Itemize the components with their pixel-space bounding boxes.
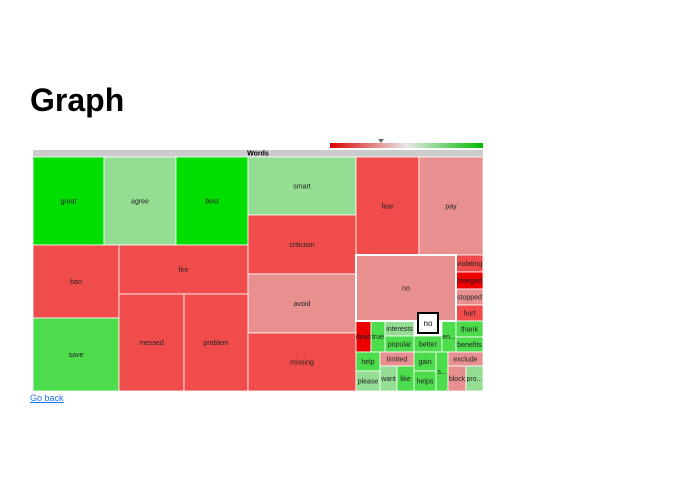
treemap-cell-s[interactable]: s... xyxy=(435,351,449,392)
treemap-cell-label: popular xyxy=(388,342,412,349)
treemap-cell-rect[interactable] xyxy=(465,365,484,392)
treemap-cell-true[interactable]: true xyxy=(370,320,386,353)
treemap-cell-label: want xyxy=(380,376,396,383)
treemap-cell-label: exclude xyxy=(453,357,477,364)
treemap-cell-label: criticism xyxy=(289,242,314,249)
treemap-cell-missing[interactable]: missing xyxy=(247,332,357,392)
treemap-cell-label: pro... xyxy=(467,376,483,383)
treemap-cell-help[interactable]: help xyxy=(355,351,381,372)
go-back-link[interactable]: Go back xyxy=(30,393,64,403)
treemap-cell-ban[interactable]: ban xyxy=(32,244,120,319)
treemap-cell-exclude[interactable]: exclude xyxy=(447,351,484,367)
treemap-cell-rect[interactable] xyxy=(247,273,357,334)
treemap-header[interactable] xyxy=(33,150,483,157)
treemap-cell-hurt[interactable]: hurt xyxy=(455,304,484,322)
treemap-cell-helps[interactable]: helps xyxy=(413,370,437,392)
treemap-cell-label: charged xyxy=(457,278,482,285)
treemap-cell-label: s... xyxy=(437,369,446,376)
treemap-cell-label: agree xyxy=(131,199,149,206)
treemap-cell-label: helps xyxy=(417,379,434,386)
treemap-cell-label: hurt xyxy=(463,311,475,318)
treemap-cell-label: pay xyxy=(445,204,457,211)
treemap-cell-rect[interactable] xyxy=(247,156,357,216)
treemap-cell-please[interactable]: please xyxy=(355,370,381,392)
treemap-cell-dead[interactable]: dead xyxy=(355,320,372,353)
treemap-cell-label: fire xyxy=(179,267,189,274)
color-scale-bar xyxy=(330,143,483,148)
treemap-cell-charged[interactable]: charged xyxy=(455,271,484,290)
treemap-cell-label: limited xyxy=(387,357,407,364)
treemap-cell-rect[interactable] xyxy=(413,370,437,392)
treemap-cell-en[interactable]: en... xyxy=(441,320,457,353)
treemap-cell-thank[interactable]: thank xyxy=(455,320,484,338)
treemap-cell-smart[interactable]: smart xyxy=(247,156,357,216)
treemap-cell-agree[interactable]: agree xyxy=(103,156,177,246)
treemap-cell-label: help xyxy=(361,359,374,366)
treemap-cell-label: ban xyxy=(70,279,82,286)
treemap-cell-label: problem xyxy=(203,340,228,347)
treemap-cell-great[interactable]: great xyxy=(32,156,105,246)
treemap-cell-rect[interactable] xyxy=(32,317,120,392)
treemap-cell-label: violating xyxy=(457,261,483,268)
treemap-cell-limited[interactable]: limited xyxy=(379,351,415,367)
treemap-cell-label: smart xyxy=(293,184,311,191)
treemap-cell-rect[interactable] xyxy=(175,156,249,246)
treemap-cell-label: please xyxy=(358,379,379,386)
treemap-cell-label: dead xyxy=(356,334,372,341)
treemap-cell-label: gain xyxy=(418,359,431,366)
treemap-cell-label: thank xyxy=(461,327,479,334)
treemap-cell-label: interests xyxy=(386,326,413,333)
treemap-cell-popular[interactable]: popular xyxy=(384,335,415,353)
treemap-cell-label: no xyxy=(402,286,410,293)
treemap-cell-label: great xyxy=(61,199,77,206)
color-scale-marker-icon xyxy=(378,139,384,143)
treemap-cell-pro[interactable]: pro... xyxy=(465,365,484,392)
treemap-cell-label: like xyxy=(400,376,411,383)
treemap-cell-rect[interactable] xyxy=(32,156,105,246)
treemap-cell-no[interactable]: no xyxy=(355,254,457,322)
treemap-cell-problem[interactable]: problem xyxy=(183,293,249,392)
treemap-cell-rect[interactable] xyxy=(118,293,185,392)
treemap-cell-pay[interactable]: pay xyxy=(418,156,484,256)
treemap-cell-stopped[interactable]: stopped xyxy=(455,288,484,306)
treemap-cell-fear[interactable]: fear xyxy=(355,156,420,256)
treemap-cell-rect[interactable] xyxy=(247,214,357,275)
treemap-cell-block[interactable]: block xyxy=(447,365,467,392)
page-title: Graph xyxy=(30,82,125,118)
treemap-cell-label: block xyxy=(449,376,466,383)
treemap-hover-highlight xyxy=(355,254,457,322)
treemap-cell-label: messed xyxy=(139,340,164,347)
treemap-cell-benefits[interactable]: benefits xyxy=(455,336,484,353)
treemap-cell-label: avoid xyxy=(294,301,311,308)
treemap-cell-gain[interactable]: gain xyxy=(413,351,437,372)
treemap-cell-criticism[interactable]: criticism xyxy=(247,214,357,275)
treemap-cell-want[interactable]: want xyxy=(379,365,398,392)
treemap-cell-label: better xyxy=(419,342,438,349)
treemap-cell-label: true xyxy=(372,334,384,341)
treemap-tooltip-box xyxy=(417,312,439,334)
treemap-cell-like[interactable]: like xyxy=(396,365,415,392)
treemap-cell-messed[interactable]: messed xyxy=(118,293,185,392)
treemap-cell-better[interactable]: better xyxy=(413,335,443,353)
treemap-cell-rect[interactable] xyxy=(418,156,484,256)
treemap-tooltip-text: no xyxy=(424,319,433,328)
treemap-cell-label: benefits xyxy=(457,342,482,349)
treemap-cell-rect[interactable] xyxy=(183,293,249,392)
treemap-cell-avoid[interactable]: avoid xyxy=(247,273,357,334)
treemap-cell-rect[interactable] xyxy=(247,332,357,392)
treemap-cell-save[interactable]: save xyxy=(32,317,120,392)
treemap-cell-label: en... xyxy=(442,334,456,341)
treemap-cell-violating[interactable]: violating xyxy=(455,254,484,273)
treemap-cell-best[interactable]: best xyxy=(175,156,249,246)
treemap-cell-rect[interactable] xyxy=(355,156,420,256)
treemap-root-label: Words xyxy=(247,151,269,158)
treemap-cell-fire[interactable]: fire xyxy=(118,244,249,295)
treemap-cell-label: fear xyxy=(381,204,394,211)
treemap-cell-label: stopped xyxy=(457,295,482,302)
treemap-cell-label: best xyxy=(205,199,218,206)
treemap-cell-label: save xyxy=(69,352,84,359)
treemap-cell-label: missing xyxy=(290,360,314,367)
treemap-cell-interests[interactable]: interests xyxy=(384,320,415,337)
